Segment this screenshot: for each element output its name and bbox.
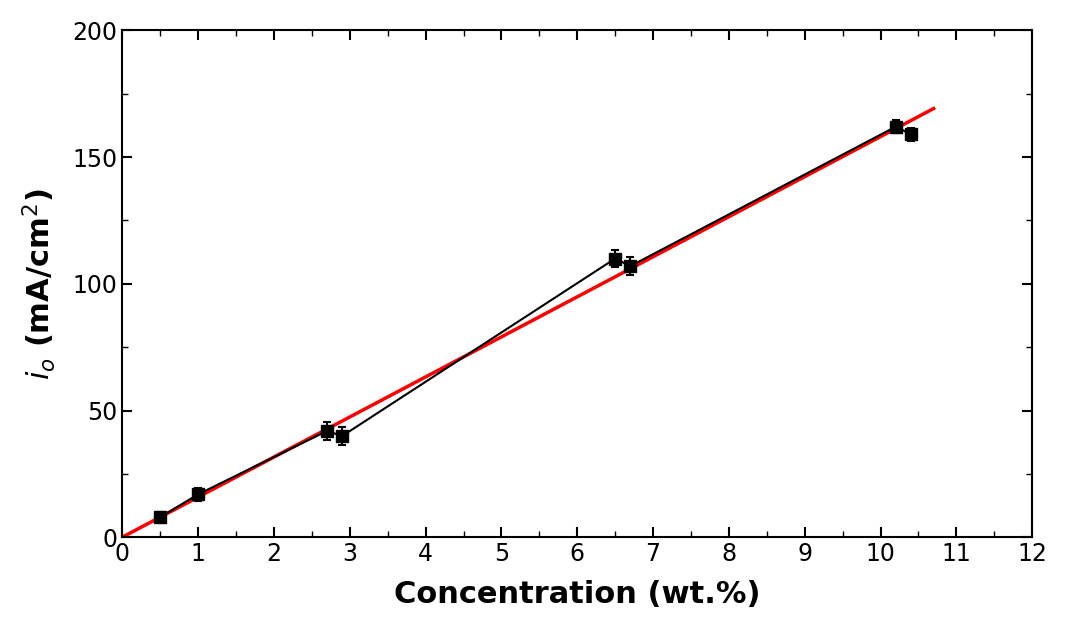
Y-axis label: $i_o$ (mA/cm$^2$): $i_o$ (mA/cm$^2$)	[21, 188, 59, 380]
X-axis label: Concentration (wt.%): Concentration (wt.%)	[394, 580, 760, 609]
